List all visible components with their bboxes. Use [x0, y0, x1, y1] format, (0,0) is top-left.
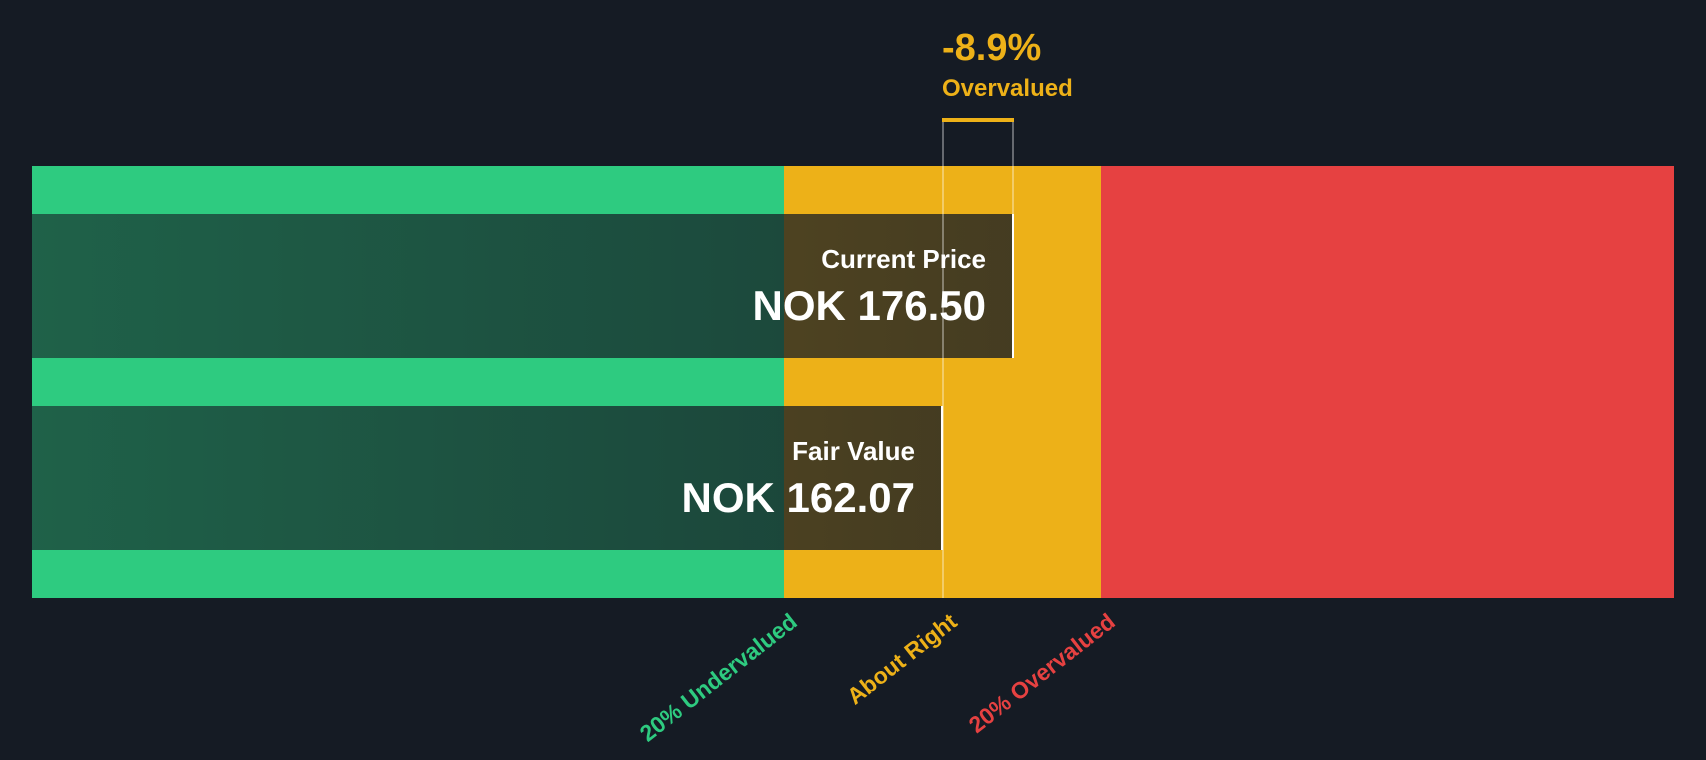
valuation-status: Overvalued — [942, 75, 1073, 102]
label-about-right: About Right — [842, 608, 963, 710]
current-price-label: Current Price NOK 176.50 — [753, 244, 986, 330]
label-overvalued: 20% Overvalued — [963, 608, 1121, 738]
fair-value-label: Fair Value NOK 162.07 — [682, 436, 915, 522]
valuation-percent: -8.9% — [942, 27, 1042, 69]
bracket-right-line — [1012, 118, 1014, 214]
current-price-value: NOK 176.50 — [752, 282, 986, 329]
fair-value-title: Fair Value — [792, 436, 915, 466]
label-undervalued: 20% Undervalued — [634, 608, 803, 747]
valuation-headline: -8.9% Overvalued — [942, 26, 1073, 104]
current-price-title: Current Price — [821, 244, 986, 274]
current-price-bar: Current Price NOK 176.50 — [32, 214, 1014, 358]
bracket-top-marker — [942, 118, 1014, 122]
bracket-left-line — [942, 118, 944, 598]
fair-value-bar: Fair Value NOK 162.07 — [32, 406, 943, 550]
fair-value-value: NOK 162.07 — [681, 474, 915, 521]
zone-overvalued — [1101, 166, 1674, 598]
